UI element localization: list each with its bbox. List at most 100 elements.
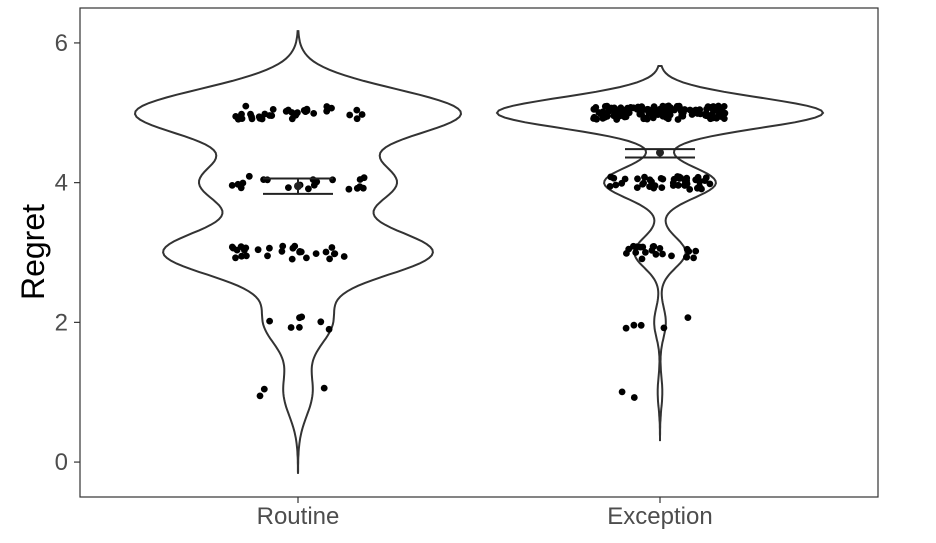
data-point	[632, 249, 640, 256]
data-point	[243, 252, 250, 260]
data-point	[320, 384, 328, 392]
data-point	[346, 111, 354, 119]
data-point	[642, 249, 649, 256]
data-point	[612, 181, 620, 189]
data-point	[660, 324, 668, 332]
data-point	[278, 248, 286, 255]
data-point	[268, 112, 276, 119]
data-point	[630, 321, 638, 329]
data-point	[595, 109, 603, 116]
data-point	[284, 106, 292, 114]
y-tick-label: 0	[55, 449, 68, 476]
data-point	[356, 183, 364, 191]
data-point	[242, 102, 250, 110]
data-point	[228, 182, 236, 189]
data-point	[269, 106, 277, 113]
violin-routine	[133, 30, 463, 474]
data-point	[649, 243, 657, 251]
data-point	[248, 115, 256, 123]
confidence-intervals	[263, 148, 695, 195]
data-point	[634, 103, 642, 111]
data-point	[610, 112, 618, 120]
data-point	[238, 252, 246, 260]
data-point	[683, 253, 691, 261]
data-point	[228, 243, 236, 251]
data-point	[650, 184, 658, 192]
data-point	[694, 110, 701, 117]
data-point	[634, 175, 641, 183]
data-point	[681, 106, 689, 113]
data-point	[296, 324, 303, 331]
mean-point	[656, 148, 664, 157]
data-point	[322, 248, 330, 256]
data-point	[358, 111, 366, 118]
data-point	[659, 250, 666, 258]
data-point	[656, 245, 664, 252]
data-point	[653, 108, 660, 116]
data-point	[637, 321, 645, 329]
data-point	[239, 179, 247, 187]
data-point	[305, 185, 312, 193]
data-point	[590, 113, 598, 121]
data-point	[669, 179, 677, 187]
data-point	[260, 385, 268, 393]
mean-point	[294, 182, 302, 191]
data-point	[232, 113, 240, 120]
data-point	[638, 255, 646, 263]
data-point	[702, 174, 710, 182]
data-point	[323, 107, 331, 115]
data-point	[264, 252, 271, 260]
violin-exception	[495, 65, 825, 442]
data-point	[659, 175, 667, 183]
data-point	[330, 250, 338, 258]
y-axis: 0 2 4 6	[55, 30, 80, 476]
data-point	[645, 107, 653, 115]
data-point	[627, 104, 635, 111]
data-point	[328, 104, 335, 112]
data-point	[674, 116, 682, 123]
data-point	[312, 250, 320, 257]
data-point	[340, 253, 348, 260]
x-axis: Routine Exception	[257, 497, 713, 530]
data-point	[255, 113, 263, 121]
data-point	[639, 243, 647, 251]
data-point	[317, 318, 325, 326]
data-point	[684, 314, 692, 321]
data-point	[303, 254, 310, 262]
data-point	[254, 246, 262, 254]
data-point	[325, 325, 333, 333]
data-point	[688, 111, 696, 118]
data-point	[245, 172, 253, 180]
data-point	[353, 115, 361, 123]
x-tick-label: Exception	[607, 503, 712, 530]
data-point	[296, 314, 303, 322]
y-tick-label: 4	[55, 170, 68, 197]
data-point	[618, 388, 626, 396]
data-point	[232, 254, 239, 262]
data-point	[590, 106, 598, 113]
data-point	[345, 185, 353, 193]
data-point	[285, 184, 292, 192]
y-axis-title: Regret	[15, 204, 51, 300]
data-point	[610, 174, 618, 182]
data-point	[633, 184, 641, 192]
jitter-points	[228, 102, 729, 401]
data-point	[720, 103, 728, 110]
data-point	[260, 176, 267, 184]
data-point	[601, 113, 609, 121]
data-point	[242, 244, 250, 252]
data-point	[708, 113, 715, 121]
data-point	[266, 244, 273, 252]
data-point	[622, 108, 630, 115]
data-point	[630, 242, 637, 250]
data-point	[715, 111, 723, 119]
data-point	[623, 250, 630, 257]
data-point	[683, 180, 691, 188]
data-point	[685, 248, 693, 255]
data-point	[287, 324, 295, 331]
data-point	[621, 175, 629, 183]
data-point	[659, 102, 667, 110]
data-point	[328, 244, 336, 251]
data-point	[289, 244, 297, 252]
